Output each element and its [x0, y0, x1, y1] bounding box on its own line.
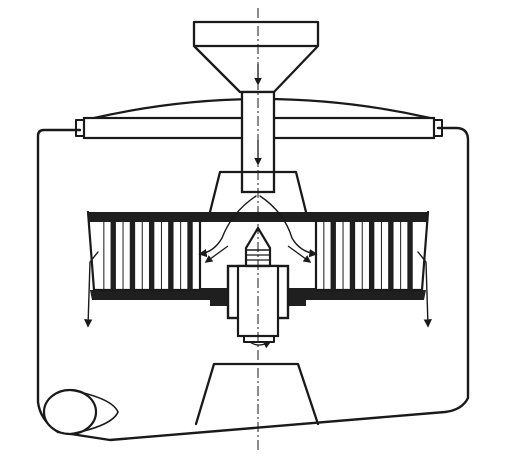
left-blade	[168, 222, 174, 290]
rotor-bottom-rim-right	[316, 290, 426, 300]
cone-base	[194, 362, 320, 426]
arrow-shaft-return	[249, 341, 272, 349]
arrow-spread-right	[259, 195, 318, 258]
blades-right	[323, 222, 413, 290]
rotor-bottom-rim-left	[90, 290, 200, 300]
arrow-discharge-right	[417, 251, 432, 328]
arrow-spread-left	[198, 195, 257, 258]
right-blade	[368, 222, 375, 290]
arrow-inner-right	[287, 245, 312, 263]
rotor	[86, 210, 430, 300]
flow-arrows	[84, 64, 432, 349]
drain-outlet	[42, 388, 119, 436]
blades-left	[103, 222, 193, 290]
left-blade	[129, 222, 136, 290]
shaft	[243, 335, 275, 343]
right-blade	[349, 222, 356, 290]
arrow-inner-left	[204, 245, 229, 263]
right-blade	[407, 222, 413, 290]
left-blade	[148, 222, 155, 290]
rotor-top-rim	[88, 212, 428, 222]
left-blade	[110, 222, 116, 290]
right-blade	[330, 222, 336, 290]
left-blade	[187, 222, 193, 290]
housing	[36, 126, 470, 442]
right-blade	[388, 222, 394, 290]
feed-hopper	[192, 20, 320, 94]
arrow-discharge-left	[84, 251, 99, 328]
